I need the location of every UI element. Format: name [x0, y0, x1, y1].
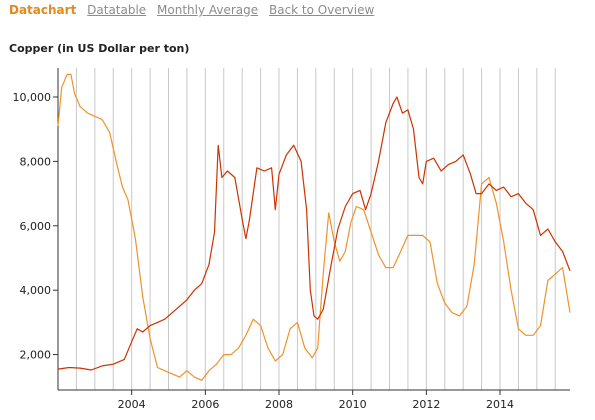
tab-monthly-average[interactable]: Monthly Average: [157, 3, 259, 17]
x-tick-label: 2014: [486, 398, 514, 411]
tab-back-to-overview[interactable]: Back to Overview: [268, 3, 375, 17]
series-line-red: [57, 96, 571, 371]
x-tick-label: 2006: [191, 398, 219, 411]
x-tick-label: 2004: [118, 398, 146, 411]
y-tick-label: 6,000: [20, 220, 52, 233]
y-tick-label: 4,000: [20, 284, 52, 297]
y-tick-label: 2,000: [20, 349, 52, 362]
x-tick-label: 2012: [412, 398, 440, 411]
series-line-orange: [57, 73, 571, 381]
chart-nav-tabs: Datachart Datatable Monthly Average Back…: [9, 3, 381, 17]
tab-datachart[interactable]: Datachart: [9, 3, 77, 17]
x-tick-label: 2008: [265, 398, 293, 411]
chart-title: Copper (in US Dollar per ton): [9, 42, 190, 55]
x-tick-label: 2010: [339, 398, 367, 411]
y-tick-label: 10,000: [13, 91, 52, 104]
y-tick-label: 8,000: [20, 155, 52, 168]
tab-datatable[interactable]: Datatable: [87, 3, 147, 17]
